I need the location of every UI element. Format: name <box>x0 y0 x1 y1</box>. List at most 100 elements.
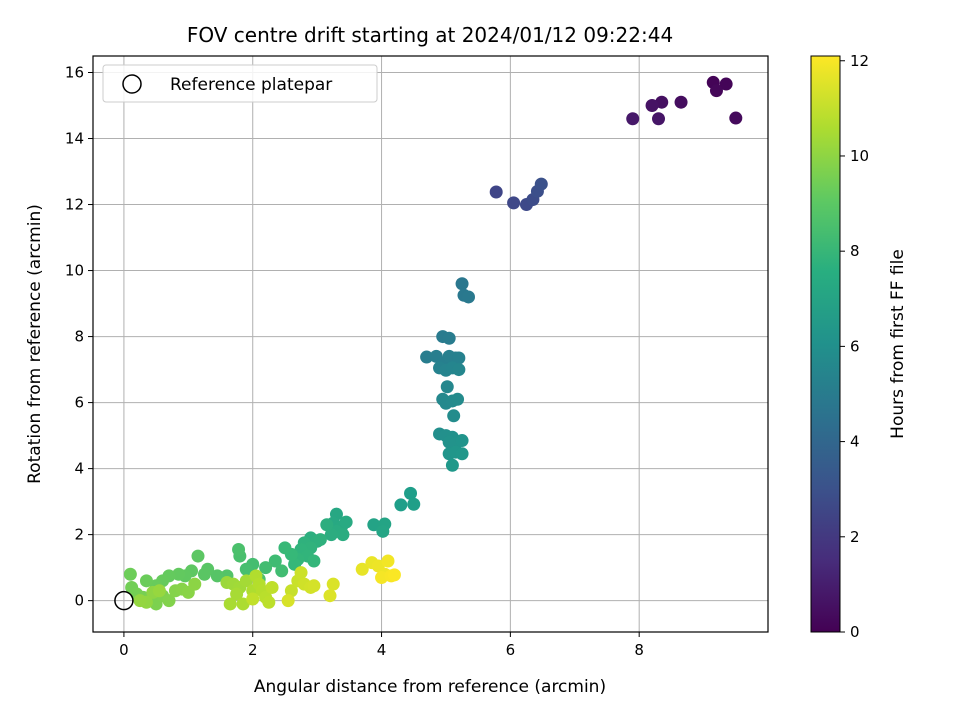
colorbar-ticks: 0 2 4 6 8 10 12 <box>840 52 869 641</box>
scatter-point <box>394 498 408 512</box>
scatter-point <box>652 112 666 126</box>
scatter-point <box>339 515 353 529</box>
y-tick-label: 14 <box>65 130 84 148</box>
colorbar-label: Hours from first FF file <box>888 249 908 439</box>
scatter-point <box>246 592 260 606</box>
scatter-point <box>275 564 289 578</box>
scatter-point <box>230 587 244 601</box>
y-axis-label: Rotation from reference (arcmin) <box>25 204 45 484</box>
scatter-point <box>455 277 469 291</box>
scatter-point <box>451 392 465 406</box>
colorbar-tick-label: 6 <box>850 337 860 355</box>
x-tick-label: 8 <box>634 641 644 659</box>
legend-entry-label: Reference platepar <box>170 75 332 95</box>
x-tick-label: 6 <box>506 641 516 659</box>
scatter-point <box>367 518 381 532</box>
scatter-point <box>420 350 434 364</box>
scatter-point <box>197 567 211 581</box>
y-axis-ticks: 0 2 4 6 8 10 12 14 16 <box>65 64 93 610</box>
y-tick-label: 16 <box>65 64 84 82</box>
scatter-point <box>336 528 350 542</box>
scatter-points <box>123 75 743 611</box>
scatter-point <box>210 569 224 583</box>
colorbar-tick-label: 2 <box>850 528 860 546</box>
scatter-point <box>232 542 246 556</box>
scatter-point <box>265 580 279 594</box>
scatter-point <box>407 497 421 511</box>
scatter-point <box>223 597 237 611</box>
scatter-point <box>355 562 369 576</box>
scatter-point <box>709 84 723 98</box>
scatter-point <box>462 290 475 304</box>
colorbar-tick-label: 12 <box>850 52 869 70</box>
scatter-point <box>324 528 338 542</box>
y-tick-label: 12 <box>65 196 84 214</box>
y-tick-label: 6 <box>74 394 84 412</box>
scatter-point <box>323 589 337 603</box>
scatter-point <box>294 566 308 580</box>
scatter-point <box>139 574 153 588</box>
scatter-point <box>188 577 202 591</box>
scatter-point <box>452 351 466 365</box>
scatter-point <box>262 595 276 609</box>
scatter-point <box>313 533 327 547</box>
scatter-point <box>442 331 456 345</box>
colorbar-tick-label: 0 <box>850 623 860 641</box>
y-tick-label: 8 <box>74 328 84 346</box>
scatter-point <box>281 594 295 608</box>
scatter-point <box>307 554 321 568</box>
scatter-point <box>162 594 176 608</box>
scatter-point <box>172 567 186 581</box>
scatter-point <box>729 111 743 125</box>
colorbar-tick-label: 8 <box>850 242 860 260</box>
y-tick-label: 0 <box>74 592 84 610</box>
scatter-point <box>239 562 253 576</box>
scatter-point <box>381 554 395 568</box>
y-tick-label: 4 <box>74 460 84 478</box>
grid-lines <box>93 56 768 632</box>
x-axis-ticks: 0 2 4 6 8 <box>119 632 644 659</box>
scatter-point <box>440 380 454 394</box>
chart-title: FOV centre drift starting at 2024/01/12 … <box>187 23 673 47</box>
scatter-point <box>447 409 461 423</box>
scatter-point <box>404 486 418 500</box>
scatter-point <box>452 363 466 377</box>
legend: Reference platepar <box>102 64 378 103</box>
colorbar-tick-label: 10 <box>850 147 869 165</box>
x-tick-label: 2 <box>248 641 258 659</box>
scatter-point <box>719 77 733 91</box>
scatter-point <box>123 567 137 581</box>
scatter-point <box>674 95 688 109</box>
scatter-point <box>534 177 548 191</box>
colorbar-tick-label: 4 <box>850 433 860 451</box>
scatter-point <box>259 561 273 575</box>
scatter-point <box>445 458 459 472</box>
legend-marker <box>122 74 142 94</box>
scatter-point <box>239 574 253 588</box>
scatter-point <box>626 112 640 126</box>
y-tick-label: 2 <box>74 526 84 544</box>
plot-frame <box>92 55 769 633</box>
scatter-point <box>320 518 334 532</box>
x-tick-label: 4 <box>377 641 387 659</box>
legend-box <box>102 64 378 103</box>
colorbar <box>810 55 841 633</box>
scatter-point <box>278 541 292 555</box>
scatter-point <box>326 577 340 591</box>
scatter-point <box>236 597 250 611</box>
x-tick-label: 0 <box>119 641 129 659</box>
x-axis-label: Angular distance from reference (arcmin) <box>254 677 606 697</box>
scatter-point <box>152 584 166 598</box>
scatter-point <box>455 447 469 461</box>
scatter-point <box>507 196 521 210</box>
scatter-point <box>307 579 321 593</box>
scatter-point <box>455 434 469 448</box>
scatter-point <box>284 584 298 598</box>
reference-marker <box>114 590 134 611</box>
scatter-point <box>489 185 503 199</box>
scatter-point <box>375 571 389 585</box>
scatter-point <box>376 524 390 538</box>
scatter-point <box>268 554 282 568</box>
y-tick-label: 10 <box>65 262 84 280</box>
